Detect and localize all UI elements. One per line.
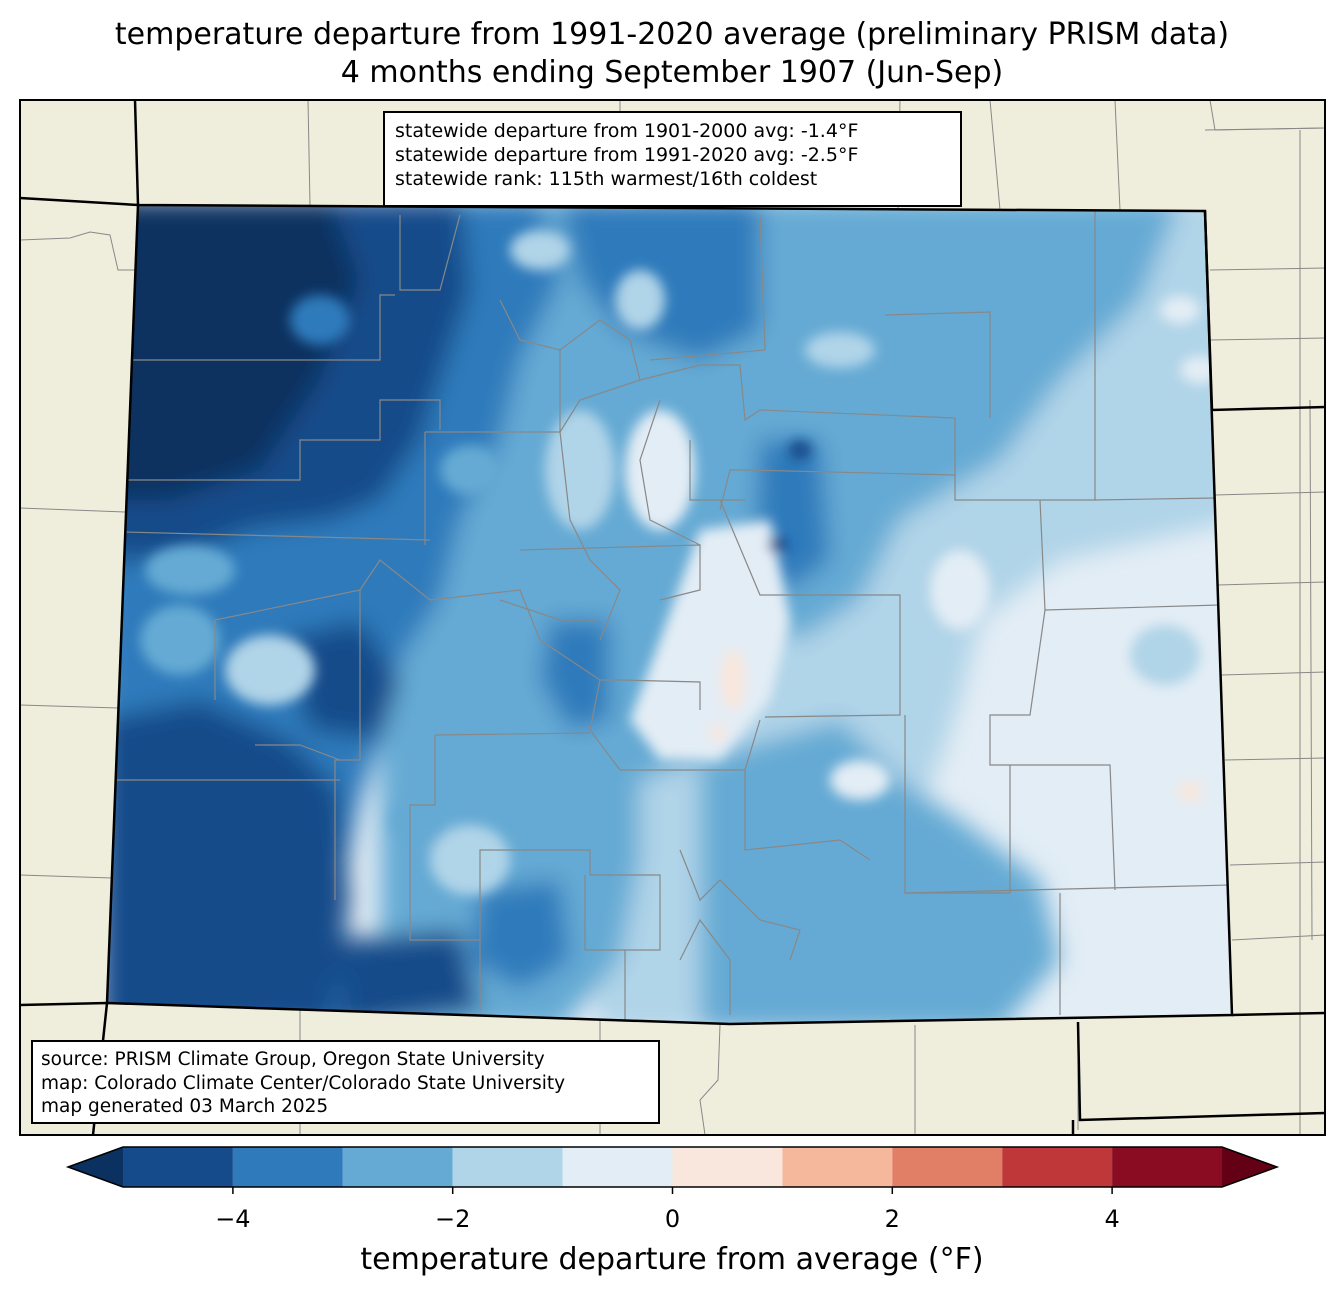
colorbar-tick-label: 4 (1104, 1205, 1120, 1233)
colorbar-over-arrow (1222, 1147, 1277, 1187)
map-title-line-2: 4 months ending September 1907 (Jun-Sep) (340, 55, 1004, 90)
colorbar-bin-5 (672, 1147, 783, 1187)
colorbar-bin-4 (562, 1147, 673, 1187)
source-box: source: PRISM Climate Group, Oregon Stat… (31, 1040, 660, 1124)
colorbar-tick-label: 2 (884, 1205, 900, 1233)
stats-departure-1991-2020: statewide departure from 1991-2020 avg: … (395, 144, 859, 166)
source-line: source: PRISM Climate Group, Oregon Stat… (41, 1049, 545, 1070)
temperature-field (107, 205, 1232, 1024)
colorbar-label: temperature departure from average (°F) (360, 1242, 984, 1277)
colorbar-bin-7 (892, 1147, 1003, 1187)
colorbar-bin-9 (1112, 1147, 1222, 1187)
colorbar-tick-label: −4 (215, 1205, 251, 1233)
map-frame (19, 99, 1326, 1136)
colorbar-bin-6 (782, 1147, 893, 1187)
stats-departure-1901-2000: statewide departure from 1901-2000 avg: … (395, 120, 859, 142)
map-title-line-1: temperature departure from 1991-2020 ave… (114, 17, 1230, 52)
colorbar-bin-0 (123, 1147, 233, 1187)
stats-rank: statewide rank: 115th warmest/16th colde… (395, 168, 818, 190)
colorbar-bin-1 (232, 1147, 343, 1187)
statewide-stats-box: statewide departure from 1901-2000 avg: … (383, 111, 962, 207)
map-credit-line: map: Colorado Climate Center/Colorado St… (41, 1072, 566, 1094)
colorbar-tick-label: −2 (434, 1205, 471, 1233)
colorbar-bin-2 (342, 1147, 453, 1187)
colorbar-under-arrow (68, 1147, 123, 1187)
colorbar-bin-3 (452, 1147, 563, 1187)
county-lines (115, 210, 1231, 1020)
generated-date-line: map generated 03 March 2025 (41, 1096, 329, 1117)
colorbar-outline (65, 1146, 1280, 1188)
colorbar (65, 1146, 1280, 1194)
colorbar-bin-8 (1002, 1147, 1113, 1187)
colorbar-tick-label: 0 (664, 1205, 681, 1233)
